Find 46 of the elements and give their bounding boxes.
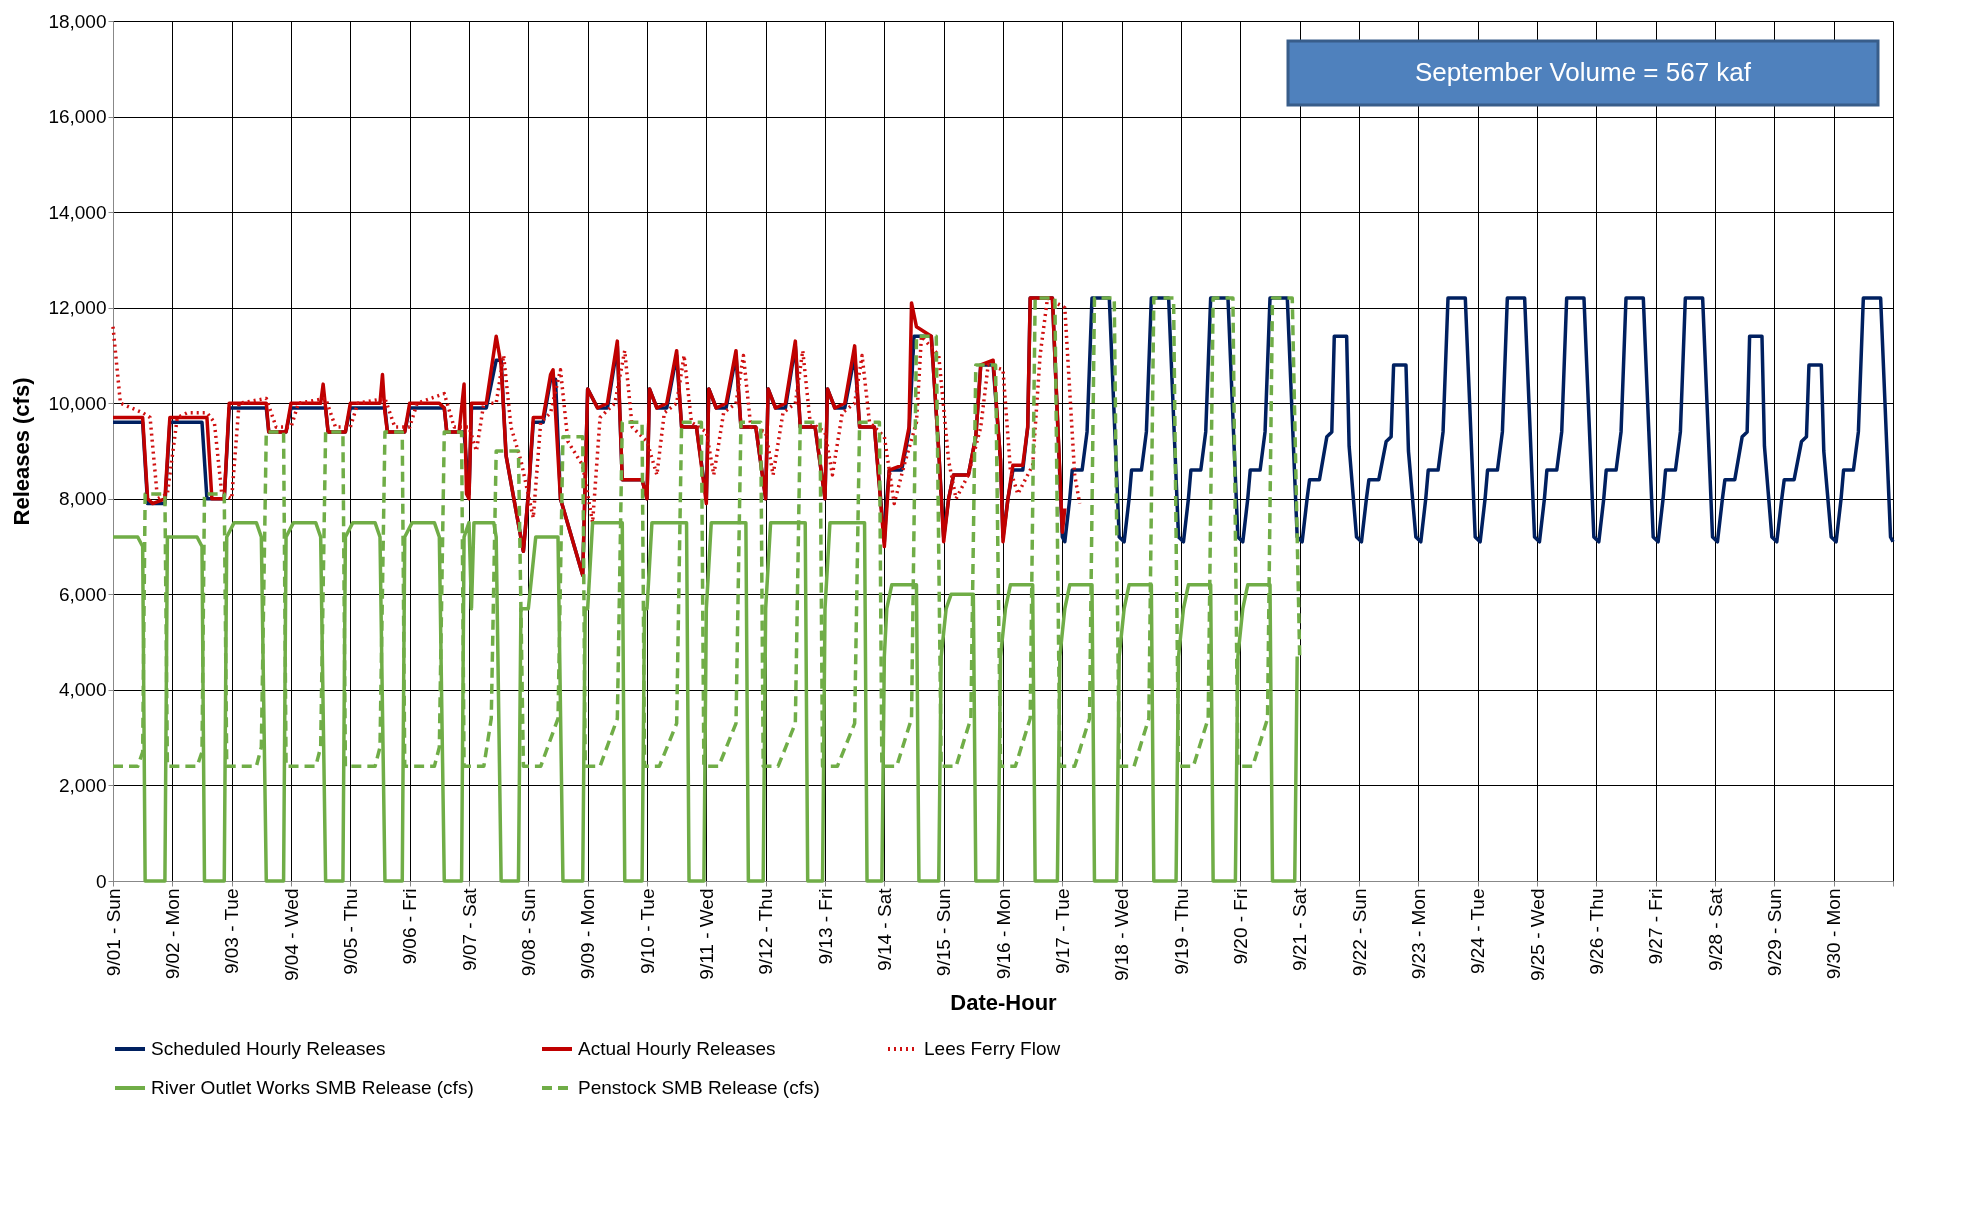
x-tick-label: 9/11 - Wed bbox=[695, 888, 717, 980]
x-tick-label: 9/22 - Sun bbox=[1348, 888, 1370, 977]
x-tick-label: 9/09 - Mon bbox=[577, 888, 599, 980]
y-tick-label: 8,000 bbox=[58, 488, 107, 510]
x-tick-label: 9/04 - Wed bbox=[280, 888, 302, 982]
legend-label: Actual Hourly Releases bbox=[578, 1038, 776, 1059]
legend-label: River Outlet Works SMB Release (cfs) bbox=[151, 1077, 474, 1098]
x-tick-label: 9/20 - Fri bbox=[1229, 888, 1251, 965]
x-tick-label: 9/02 - Mon bbox=[161, 888, 183, 980]
x-tick-label: 9/21 - Sat bbox=[1289, 887, 1311, 971]
x-tick-label: 9/06 - Fri bbox=[399, 888, 421, 965]
x-tick-label: 9/18 - Wed bbox=[1111, 888, 1133, 982]
y-tick-label: 6,000 bbox=[58, 583, 107, 605]
x-tick-label: 9/08 - Sun bbox=[517, 888, 539, 977]
y-tick-label: 18,000 bbox=[48, 10, 107, 32]
x-tick-label: 9/28 - Sat bbox=[1704, 887, 1726, 971]
x-tick-label: 9/07 - Sat bbox=[458, 887, 480, 971]
x-tick-label: 9/10 - Tue bbox=[636, 888, 658, 975]
x-tick-label: 9/14 - Sat bbox=[873, 887, 895, 971]
legend-label: Lees Ferry Flow bbox=[924, 1038, 1061, 1059]
x-tick-label: 9/19 - Thu bbox=[1170, 888, 1192, 975]
x-tick-label: 9/16 - Mon bbox=[992, 888, 1014, 980]
legend-label: Scheduled Hourly Releases bbox=[151, 1038, 386, 1059]
x-tick-label: 9/17 - Tue bbox=[1051, 888, 1073, 975]
x-tick-label: 9/13 - Fri bbox=[814, 888, 836, 965]
y-tick-label: 16,000 bbox=[48, 106, 107, 128]
x-tick-label: 9/29 - Sun bbox=[1763, 888, 1785, 977]
x-tick-label: 9/03 - Tue bbox=[221, 888, 243, 975]
y-tick-label: 4,000 bbox=[58, 679, 107, 701]
y-tick-label: 12,000 bbox=[48, 297, 107, 319]
x-tick-label: 9/15 - Sun bbox=[933, 888, 955, 977]
y-tick-label: 14,000 bbox=[48, 201, 107, 223]
x-tick-label: 9/23 - Mon bbox=[1407, 888, 1429, 980]
x-tick-label: 9/30 - Mon bbox=[1823, 888, 1845, 980]
x-tick-label: 9/24 - Tue bbox=[1467, 888, 1489, 975]
x-tick-label: 9/27 - Fri bbox=[1645, 888, 1667, 965]
x-tick-label: 9/05 - Thu bbox=[339, 888, 361, 975]
y-tick-label: 2,000 bbox=[58, 774, 107, 796]
y-axis-title: Releases (cfs) bbox=[9, 377, 35, 526]
x-axis-title: Date-Hour bbox=[950, 990, 1058, 1016]
legend-label: Penstock SMB Release (cfs) bbox=[578, 1077, 820, 1098]
y-tick-label: 10,000 bbox=[48, 392, 107, 414]
x-tick-label: 9/25 - Wed bbox=[1526, 888, 1548, 982]
x-tick-label: 9/26 - Thu bbox=[1585, 888, 1607, 975]
annotation: September Volume = 567 kaf bbox=[1414, 57, 1752, 87]
x-tick-label: 9/12 - Thu bbox=[755, 888, 777, 975]
